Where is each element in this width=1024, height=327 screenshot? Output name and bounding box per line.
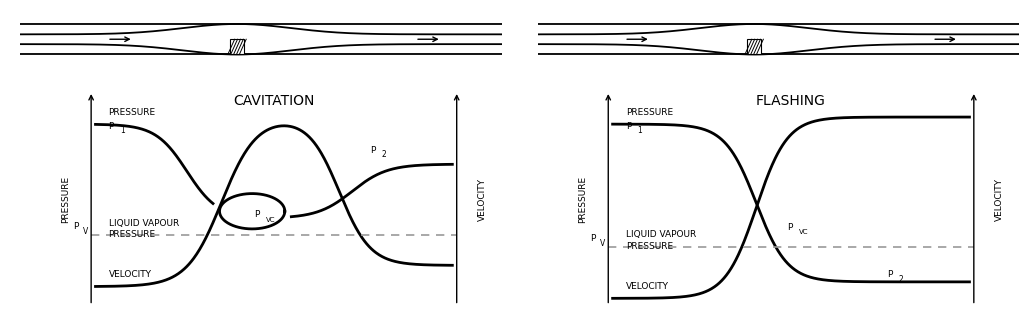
Text: V: V: [83, 227, 88, 236]
Text: P: P: [590, 234, 595, 243]
Text: P: P: [370, 146, 375, 155]
Text: CAVITATION: CAVITATION: [233, 94, 314, 108]
Text: VELOCITY: VELOCITY: [109, 270, 152, 279]
Text: P: P: [887, 270, 892, 279]
Text: 1: 1: [637, 126, 642, 134]
Text: PRESSURE: PRESSURE: [626, 242, 673, 251]
Text: P: P: [786, 223, 792, 232]
Text: PRESSURE: PRESSURE: [579, 176, 588, 223]
Text: LIQUID VAPOUR: LIQUID VAPOUR: [626, 230, 696, 239]
Text: P: P: [626, 122, 631, 131]
Text: P: P: [254, 210, 260, 219]
Text: 1: 1: [120, 126, 125, 134]
Text: FLASHING: FLASHING: [756, 94, 826, 108]
Text: LIQUID VAPOUR: LIQUID VAPOUR: [109, 218, 179, 228]
Text: P: P: [73, 222, 78, 231]
Text: PRESSURE: PRESSURE: [109, 230, 156, 239]
Text: 2: 2: [898, 275, 903, 284]
Text: V: V: [600, 238, 605, 248]
Text: P: P: [109, 122, 114, 131]
Text: VELOCITY: VELOCITY: [626, 282, 669, 291]
Text: VC: VC: [266, 217, 275, 223]
Text: PRESSURE: PRESSURE: [626, 108, 673, 117]
Text: 2: 2: [381, 150, 386, 159]
Text: VC: VC: [799, 230, 808, 235]
Text: VELOCITY: VELOCITY: [994, 178, 1004, 221]
Text: VELOCITY: VELOCITY: [477, 178, 486, 221]
Bar: [746, 39, 762, 54]
Bar: [229, 39, 245, 54]
Text: PRESSURE: PRESSURE: [61, 176, 71, 223]
Text: PRESSURE: PRESSURE: [109, 108, 156, 117]
